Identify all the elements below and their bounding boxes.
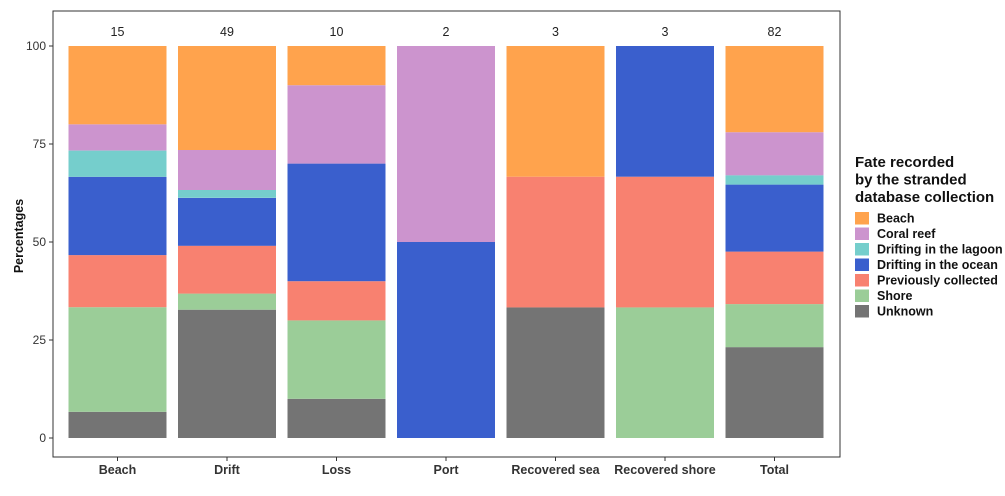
bar-segment-total-previously-collected	[725, 251, 824, 305]
bar-segment-total-drifting-in-the-lagoon	[725, 175, 824, 185]
bar-segment-beach-unknown	[68, 411, 167, 438]
bar-segment-drift-drifting-in-the-ocean	[178, 197, 276, 246]
y-tick-label: 100	[26, 39, 46, 53]
legend-title-line: by the stranded	[855, 172, 967, 189]
legend-swatch-beach	[855, 212, 869, 225]
legend-swatch-shore	[855, 289, 869, 302]
count-label-drift: 49	[220, 25, 234, 39]
bar-segment-beach-drifting-in-the-lagoon	[68, 150, 167, 177]
bar-count-labels: 15 49 10 2 3 3 82	[111, 25, 782, 39]
y-tick-label: 75	[33, 137, 47, 151]
y-axis: 0 25 50 75 100	[26, 39, 53, 445]
bar-segment-port-coral-reef	[397, 46, 495, 242]
x-tick-label-loss: Loss	[322, 463, 351, 477]
bar-segment-drift-previously-collected	[178, 245, 276, 294]
bar-segment-beach-drifting-in-the-ocean	[68, 176, 167, 256]
bar-segment-total-shore	[725, 304, 824, 348]
x-tick-label-recovered-shore: Recovered shore	[614, 463, 715, 477]
bar-segment-total-coral-reef	[725, 132, 824, 176]
bar-segment-beach-beach	[68, 46, 167, 125]
legend-label-drifting-in-the-ocean: Drifting in the ocean	[877, 258, 998, 272]
bar-segment-drift-beach	[178, 46, 276, 150]
count-label-recovered-shore: 3	[662, 25, 669, 39]
bar-segment-loss-drifting-in-the-ocean	[287, 163, 386, 282]
legend-swatch-drifting-in-the-ocean	[855, 258, 869, 271]
bar-segment-loss-unknown	[287, 398, 386, 438]
y-tick-label: 0	[39, 431, 46, 445]
bar-segment-total-drifting-in-the-ocean	[725, 184, 824, 252]
bar-segment-loss-beach	[287, 46, 386, 86]
bar-segment-drift-shore	[178, 293, 276, 310]
bar-segment-port-drifting-in-the-ocean	[397, 242, 495, 438]
legend-swatch-unknown	[855, 305, 869, 318]
legend-label-drifting-in-the-lagoon: Drifting in the lagoon	[877, 243, 1003, 257]
bar-segment-beach-coral-reef	[68, 124, 167, 151]
bar-segment-loss-previously-collected	[287, 281, 386, 321]
x-tick-label-port: Port	[434, 463, 460, 477]
bar-segment-recovered-shore-previously-collected	[616, 176, 714, 308]
bar-segment-recovered-sea-beach	[506, 46, 605, 177]
x-tick-label-recovered-sea: Recovered sea	[511, 463, 600, 477]
bar-segment-total-beach	[725, 46, 824, 133]
bar-segment-total-unknown	[725, 347, 824, 438]
legend-swatch-coral-reef	[855, 227, 869, 240]
legend-label-beach: Beach	[877, 212, 915, 226]
legend-title-line: Fate recorded	[855, 154, 954, 171]
bar-segment-beach-previously-collected	[68, 255, 167, 308]
legend-swatch-drifting-in-the-lagoon	[855, 243, 869, 256]
count-label-recovered-sea: 3	[552, 25, 559, 39]
count-label-total: 82	[768, 25, 782, 39]
bar-segment-loss-shore	[287, 320, 386, 399]
legend-title-line: database collection	[855, 189, 994, 206]
y-tick-label: 50	[33, 235, 47, 249]
count-label-port: 2	[443, 25, 450, 39]
count-label-loss: 10	[330, 25, 344, 39]
x-tick-label-drift: Drift	[214, 463, 241, 477]
bar-segment-recovered-shore-shore	[616, 307, 714, 438]
legend-label-shore: Shore	[877, 289, 912, 303]
y-axis-label: Percentages	[12, 199, 26, 273]
bars-layer	[68, 46, 824, 438]
bar-segment-drift-drifting-in-the-lagoon	[178, 190, 276, 198]
bar-segment-beach-shore	[68, 307, 167, 412]
x-axis: Beach Drift Loss Port Recovered sea Recovered…	[99, 457, 789, 477]
bar-segment-recovered-shore-drifting-in-the-ocean	[616, 46, 714, 177]
y-tick-label: 25	[33, 333, 47, 347]
bar-segment-drift-unknown	[178, 309, 276, 438]
legend-label-previously-collected: Previously collected	[877, 274, 998, 288]
x-tick-label-total: Total	[760, 463, 789, 477]
x-tick-label-beach: Beach	[99, 463, 137, 477]
count-label-beach: 15	[111, 25, 125, 39]
legend-swatch-previously-collected	[855, 274, 869, 287]
bar-segment-recovered-sea-previously-collected	[506, 176, 605, 308]
bar-segment-drift-coral-reef	[178, 150, 276, 190]
legend-label-unknown: Unknown	[877, 305, 933, 319]
legend-label-coral-reef: Coral reef	[877, 227, 936, 241]
bar-segment-recovered-sea-unknown	[506, 307, 605, 438]
bar-segment-loss-coral-reef	[287, 85, 386, 164]
